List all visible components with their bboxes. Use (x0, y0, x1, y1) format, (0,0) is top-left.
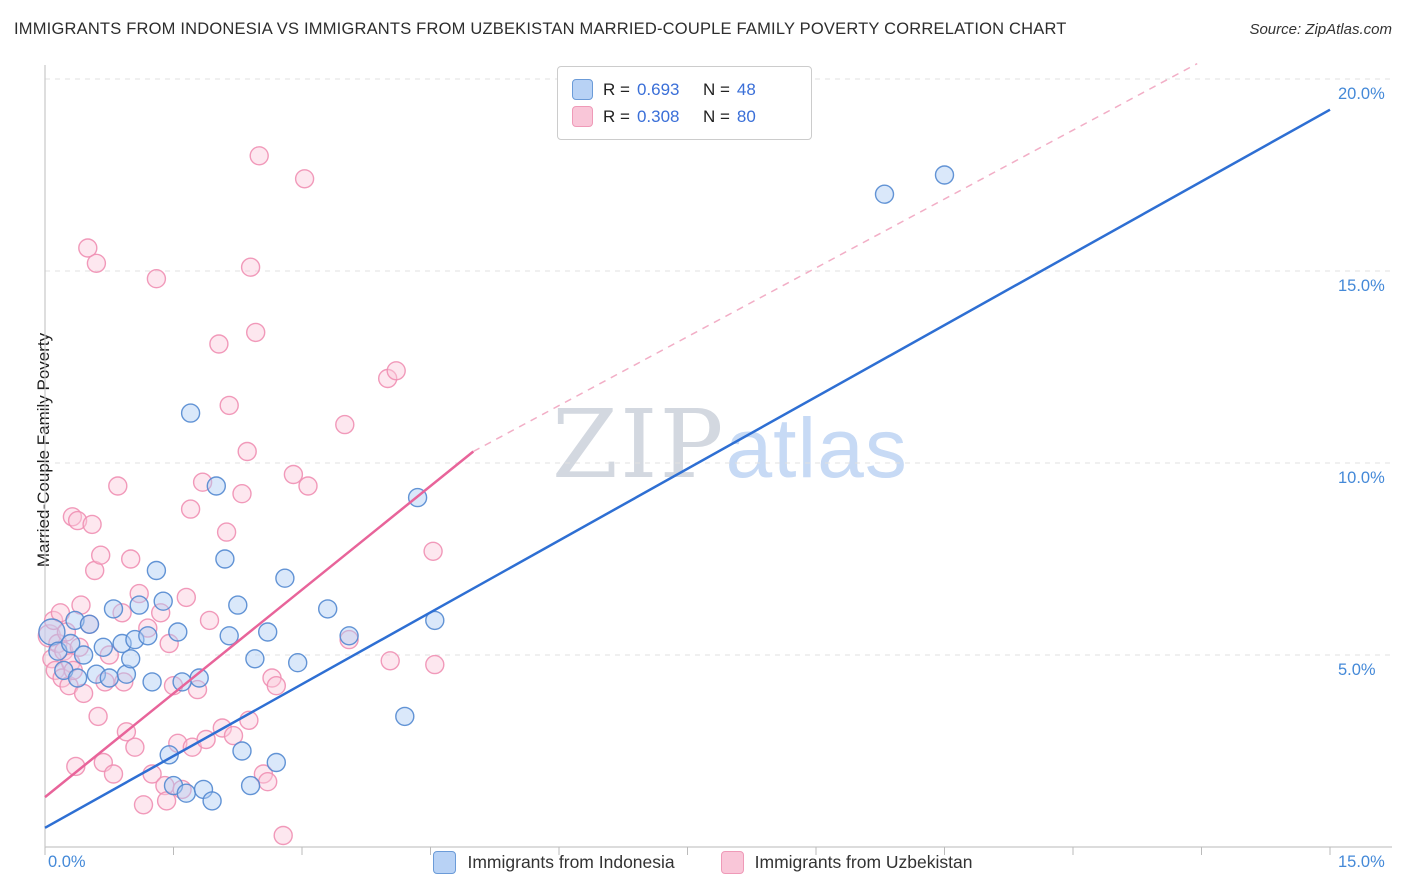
legend-item-indonesia: Immigrants from Indonesia (433, 851, 675, 874)
series-legend: Immigrants from Indonesia Immigrants fro… (0, 851, 1406, 874)
n-label: N = (702, 106, 730, 126)
y-axis-tick-label: 10.0% (1338, 469, 1385, 487)
x-axis-max-label: 15.0% (1338, 853, 1385, 871)
r-value-indonesia: 0.693 (636, 79, 680, 99)
watermark-zip: ZIP (552, 390, 726, 500)
legend-row-uzbekistan: R = 0.308 N = 80 (572, 103, 793, 130)
uzbekistan-legend-swatch (572, 106, 593, 127)
x-axis-min-label: 0.0% (48, 853, 86, 871)
y-axis-tick-label: 5.0% (1338, 661, 1376, 679)
y-axis-tick-label: 15.0% (1338, 277, 1385, 295)
n-label: N = (702, 79, 730, 99)
n-value-uzbekistan: 80 (736, 106, 756, 126)
y-axis-tick-label: 20.0% (1338, 85, 1385, 103)
r-label: R = (603, 79, 630, 99)
uzbekistan-swatch (720, 851, 744, 874)
correlation-legend: R = 0.693 N = 48 R = 0.308 N = 80 (557, 66, 812, 140)
indonesia-swatch (433, 851, 457, 874)
watermark-atlas: atlas (725, 401, 908, 495)
source-attribution: Source: ZipAtlas.com (1249, 21, 1392, 38)
uzbekistan-label: Immigrants from Uzbekistan (754, 852, 973, 872)
indonesia-legend-swatch (572, 79, 593, 100)
page-title: IMMIGRANTS FROM INDONESIA VS IMMIGRANTS … (14, 20, 1067, 38)
r-label: R = (603, 106, 630, 126)
legend-row-indonesia: R = 0.693 N = 48 (572, 76, 793, 103)
legend-item-uzbekistan: Immigrants from Uzbekistan (720, 851, 973, 874)
r-value-uzbekistan: 0.308 (636, 106, 680, 126)
n-value-indonesia: 48 (736, 79, 756, 99)
indonesia-label: Immigrants from Indonesia (467, 852, 675, 872)
zipatlas-watermark: ZIPatlas (552, 398, 908, 493)
